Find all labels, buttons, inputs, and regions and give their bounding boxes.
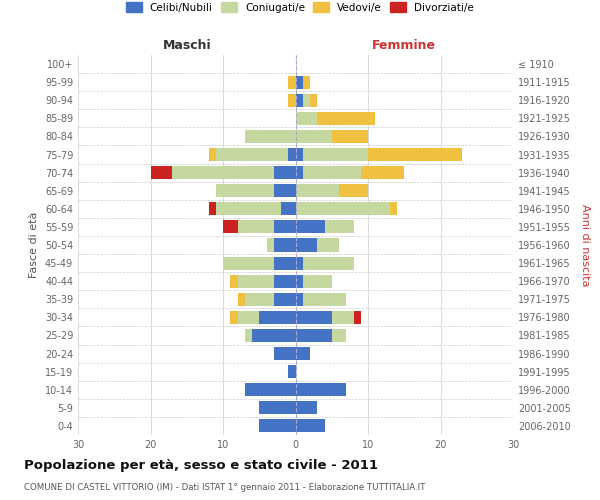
Bar (216, 184, 274, 197)
Bar (303, 293, 346, 306)
Bar (303, 256, 353, 270)
Bar (317, 238, 339, 252)
Legend: Celibi/Nubili, Coniugati/e, Vedovi/e, Divorziati/e: Celibi/Nubili, Coniugati/e, Vedovi/e, Di… (124, 0, 476, 14)
Bar (325, 220, 353, 234)
Bar (259, 420, 296, 432)
Bar (296, 293, 303, 306)
Bar (223, 220, 238, 234)
Bar (288, 76, 296, 88)
Bar (259, 402, 296, 414)
Y-axis label: Fasce di età: Fasce di età (29, 212, 39, 278)
Bar (172, 166, 274, 179)
Text: Popolazione per età, sesso e stato civile - 2011: Popolazione per età, sesso e stato civil… (24, 460, 378, 472)
Bar (245, 293, 274, 306)
Bar (151, 166, 172, 179)
Bar (296, 347, 310, 360)
Text: Femmine: Femmine (372, 40, 436, 52)
Bar (296, 402, 317, 414)
Bar (296, 420, 325, 432)
Bar (288, 94, 296, 107)
Bar (361, 166, 404, 179)
Bar (303, 166, 361, 179)
Bar (274, 274, 296, 287)
Text: COMUNE DI CASTEL VITTORIO (IM) - Dati ISTAT 1° gennaio 2011 - Elaborazione TUTTI: COMUNE DI CASTEL VITTORIO (IM) - Dati IS… (24, 484, 425, 492)
Bar (274, 238, 296, 252)
Bar (245, 383, 296, 396)
Bar (288, 365, 296, 378)
Bar (310, 94, 317, 107)
Bar (296, 311, 332, 324)
Bar (238, 311, 259, 324)
Text: Maschi: Maschi (163, 40, 211, 52)
Bar (296, 76, 303, 88)
Bar (274, 166, 296, 179)
Bar (281, 202, 296, 215)
Bar (339, 184, 368, 197)
Bar (296, 220, 325, 234)
Bar (296, 256, 303, 270)
Bar (274, 184, 296, 197)
Bar (303, 76, 310, 88)
Bar (245, 329, 252, 342)
Bar (274, 256, 296, 270)
Bar (353, 311, 361, 324)
Bar (303, 94, 310, 107)
Bar (303, 148, 368, 161)
Bar (259, 311, 296, 324)
Bar (216, 148, 288, 161)
Bar (230, 274, 238, 287)
Bar (296, 329, 332, 342)
Y-axis label: Anni di nascita: Anni di nascita (580, 204, 590, 286)
Bar (303, 274, 332, 287)
Bar (368, 148, 462, 161)
Bar (317, 112, 375, 125)
Bar (296, 383, 346, 396)
Bar (230, 311, 238, 324)
Bar (274, 347, 296, 360)
Bar (223, 256, 274, 270)
Bar (332, 311, 353, 324)
Bar (252, 329, 296, 342)
Bar (296, 130, 332, 143)
Bar (245, 130, 296, 143)
Bar (296, 274, 303, 287)
Bar (332, 329, 346, 342)
Bar (296, 94, 303, 107)
Bar (238, 274, 274, 287)
Bar (296, 166, 303, 179)
Bar (296, 202, 390, 215)
Bar (216, 202, 281, 215)
Bar (296, 148, 303, 161)
Bar (274, 293, 296, 306)
Bar (209, 148, 216, 161)
Bar (238, 293, 245, 306)
Bar (296, 184, 339, 197)
Bar (390, 202, 397, 215)
Bar (332, 130, 368, 143)
Bar (296, 238, 317, 252)
Bar (288, 148, 296, 161)
Bar (266, 238, 274, 252)
Bar (238, 220, 274, 234)
Bar (274, 220, 296, 234)
Bar (296, 112, 317, 125)
Bar (209, 202, 216, 215)
